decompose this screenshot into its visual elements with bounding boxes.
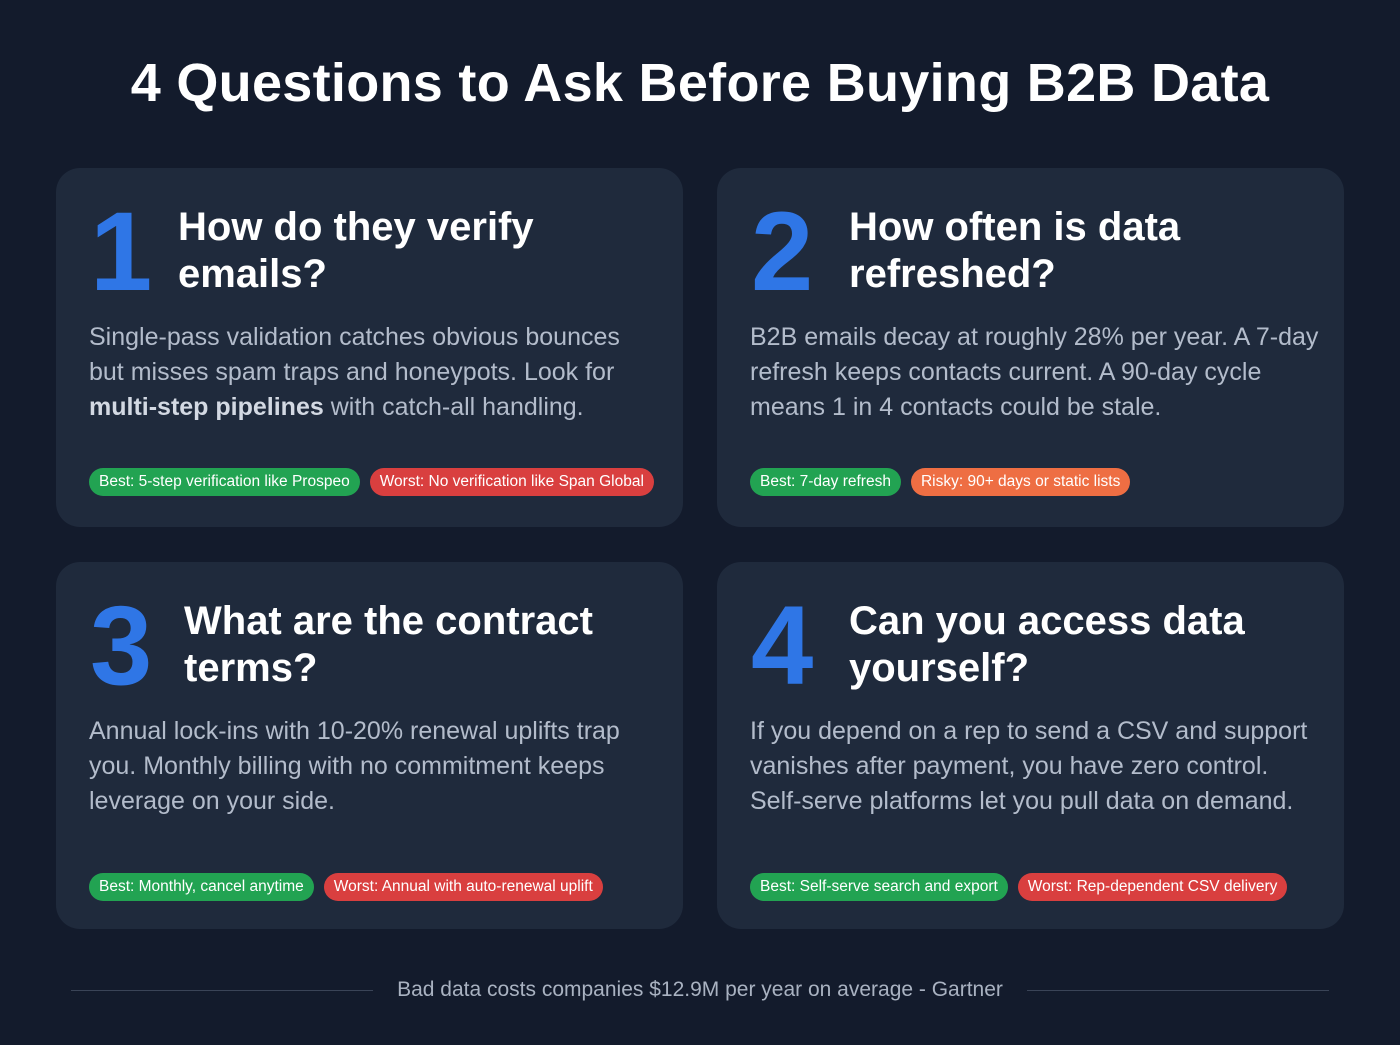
card-number: 1: [90, 189, 153, 314]
question-card-4: 4 Can you access data yourself? If you d…: [717, 562, 1344, 929]
divider: [71, 989, 374, 991]
worst-tag: Worst: Annual with auto-renewal uplift: [323, 873, 603, 901]
card-question: How do they verify emails?: [178, 205, 534, 296]
page-title: 4 Questions to Ask Before Buying B2B Dat…: [130, 53, 1270, 113]
card-number: 4: [751, 583, 814, 708]
worst-tag: Worst: No verification like Span Global: [369, 468, 654, 496]
body-emphasis: multi-step pipelines: [89, 393, 324, 421]
risky-tag: Risky: 90+ days or static lists: [910, 468, 1131, 496]
tag-row: Best: Self-serve search and export Worst…: [750, 873, 1288, 901]
tag-row: Best: Monthly, cancel anytime Worst: Ann…: [89, 873, 603, 901]
best-tag: Best: 5-step verification like Prospeo: [89, 468, 360, 496]
card-body: If you depend on a rep to send a CSV and…: [750, 714, 1320, 819]
card-body: B2B emails decay at roughly 28% per year…: [750, 320, 1320, 425]
card-question: What are the contract terms?: [184, 599, 593, 690]
best-tag: Best: Monthly, cancel anytime: [89, 873, 314, 901]
card-question: How often is data refreshed?: [849, 205, 1181, 296]
body-text: Annual lock-ins with 10-20% renewal upli…: [89, 717, 620, 815]
footer-note: Bad data costs companies $12.9M per year…: [397, 978, 1003, 1001]
tag-row: Best: 7-day refresh Risky: 90+ days or s…: [750, 468, 1131, 496]
question-card-2: 2 How often is data refreshed? B2B email…: [717, 168, 1344, 527]
divider: [1026, 989, 1329, 991]
body-text: If you depend on a rep to send a CSV and…: [750, 717, 1308, 815]
best-tag: Best: Self-serve search and export: [750, 873, 1008, 901]
body-text: B2B emails decay at roughly 28% per year…: [750, 323, 1319, 421]
card-number: 2: [751, 189, 814, 314]
body-text: with catch-all handling.: [323, 393, 584, 421]
card-question: Can you access data yourself?: [849, 599, 1245, 690]
best-tag: Best: 7-day refresh: [750, 468, 901, 496]
card-body: Annual lock-ins with 10-20% renewal upli…: [89, 714, 659, 819]
question-card-3: 3 What are the contract terms? Annual lo…: [56, 562, 683, 929]
footer: Bad data costs companies $12.9M per year…: [0, 978, 1400, 1002]
body-text: Single-pass validation catches obvious b…: [89, 323, 620, 386]
question-card-1: 1 How do they verify emails? Single-pass…: [56, 168, 683, 527]
worst-tag: Worst: Rep-dependent CSV delivery: [1017, 873, 1288, 901]
card-body: Single-pass validation catches obvious b…: [89, 320, 659, 425]
card-number: 3: [90, 583, 153, 708]
tag-row: Best: 5-step verification like Prospeo W…: [89, 468, 654, 496]
